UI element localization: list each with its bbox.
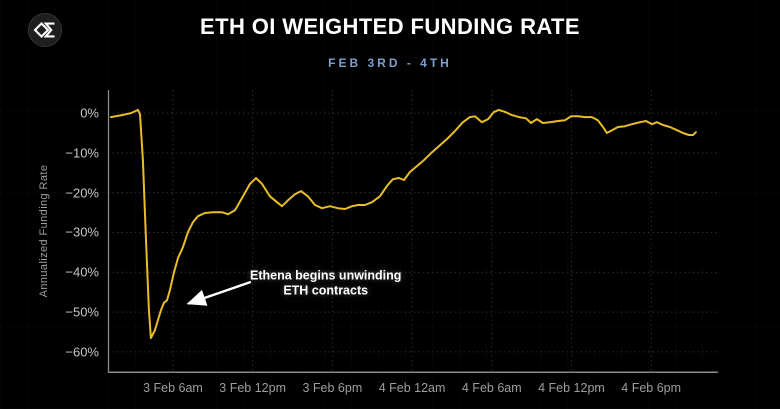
x-tick-label: 4 Feb 6pm [621, 381, 682, 395]
y-axis-label: Annualized Funding Rate [38, 164, 50, 298]
axes-spines [107, 90, 718, 374]
y-tick-label: −50% [65, 304, 99, 320]
x-tick-label: 3 Feb 6pm [302, 381, 363, 395]
y-tick-label: −40% [65, 264, 99, 280]
brand-logo[interactable] [28, 13, 62, 47]
y-tick-label: −20% [65, 185, 99, 201]
x-tick-label: 4 Feb 12am [378, 381, 446, 395]
diamond-sigma-icon [28, 13, 62, 47]
annotation-text: Ethena begins unwinding ETH contracts [250, 269, 401, 299]
y-tick-label: 0% [80, 105, 99, 121]
funding-rate-line [109, 108, 697, 339]
annotation-line1: Ethena begins unwinding [250, 268, 402, 283]
annotation-arrow [186, 281, 252, 306]
y-tick-label: −30% [65, 224, 99, 240]
x-tick-label: 3 Feb 12pm [219, 381, 287, 395]
chart-plot-area: Ethena begins unwinding ETH contracts 0%… [65, 90, 718, 395]
gridlines [108, 90, 718, 373]
x-tick-label: 4 Feb 6am [461, 381, 522, 395]
funding-rate-chart [107, 90, 718, 374]
x-tick-label: 4 Feb 12pm [538, 381, 605, 395]
y-tick-label: −60% [65, 344, 99, 360]
page-subtitle: FEB 3RD - 4TH [328, 56, 452, 70]
y-tick-label: −10% [65, 145, 99, 161]
x-tick-label: 3 Feb 6am [143, 381, 203, 395]
annotation-line2: ETH contracts [283, 283, 369, 298]
page-title: ETH OI WEIGHTED FUNDING RATE [200, 14, 580, 39]
